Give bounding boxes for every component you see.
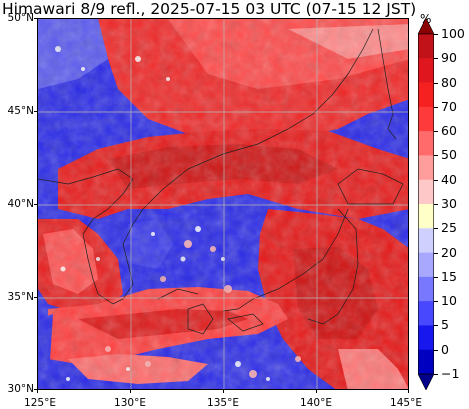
- colorbar-segment: [418, 252, 434, 278]
- y-tick-label: 50°N: [7, 12, 34, 24]
- colorbar-tick: [434, 58, 438, 60]
- x-tick-label: 135°E: [207, 397, 239, 409]
- x-tick-label: 125°E: [24, 397, 56, 409]
- colorbar-label: 20: [441, 244, 457, 260]
- chart-title: Himawari 8/9 refl., 2025-07-15 03 UTC (0…: [2, 0, 417, 18]
- colorbar-label: 50: [441, 147, 457, 163]
- y-tick: [34, 18, 37, 19]
- y-tick-label: 40°N: [7, 198, 34, 210]
- y-tick: [34, 297, 37, 298]
- colorbar-tick: [434, 228, 438, 230]
- colorbar-segment: [418, 301, 434, 326]
- colorbar-segment: [418, 106, 434, 132]
- colorbar-tick: [434, 301, 438, 303]
- colorbar-label: 5: [441, 317, 449, 333]
- x-tick-label: 145°E: [390, 397, 422, 409]
- colorbar: [418, 18, 434, 390]
- colorbar-segment: [418, 34, 434, 59]
- colorbar-label: 40: [441, 171, 457, 187]
- x-tick: [408, 390, 409, 393]
- colorbar-segment: [418, 204, 434, 229]
- colorbar-label: 15: [441, 268, 457, 284]
- colorbar-label: 70: [441, 98, 457, 114]
- colorbar-tick: [434, 155, 438, 157]
- colorbar-tick: [434, 106, 438, 108]
- colorbar-label: −1: [441, 366, 460, 381]
- y-tick: [34, 389, 37, 390]
- colorbar-label: 10: [441, 293, 457, 309]
- y-tick-label: 45°N: [7, 105, 34, 117]
- colorbar-segment: [418, 155, 434, 181]
- colorbar-segment: [418, 82, 434, 108]
- x-tick-label: 130°E: [114, 397, 146, 409]
- colorbar-segment: [418, 228, 434, 253]
- y-tick: [34, 204, 37, 205]
- x-tick: [130, 390, 131, 393]
- colorbar-segment: [418, 349, 434, 375]
- colorbar-segment: [418, 131, 434, 156]
- colorbar-tick: [434, 325, 438, 327]
- x-tick: [37, 390, 38, 393]
- y-tick: [34, 111, 37, 112]
- x-tick: [316, 390, 317, 393]
- colorbar-segment: [418, 276, 434, 302]
- colorbar-label: 30: [441, 196, 457, 211]
- colorbar-segment: [418, 58, 434, 83]
- colorbar-tick: [434, 179, 438, 181]
- colorbar-segment: [418, 325, 434, 351]
- colorbar-tick: [434, 252, 438, 254]
- colorbar-label: 90: [441, 50, 457, 66]
- colorbar-extend-min: [418, 373, 434, 390]
- x-tick: [223, 390, 224, 393]
- colorbar-tick: [434, 131, 438, 133]
- x-tick-label: 140°E: [300, 397, 332, 409]
- y-tick-label: 30°N: [7, 383, 34, 395]
- colorbar-tick: [434, 349, 438, 351]
- colorbar-tick: [434, 204, 438, 205]
- colorbar-tick: [434, 82, 438, 84]
- colorbar-label: 80: [441, 74, 457, 90]
- reflectance-field: [38, 19, 408, 389]
- colorbar-tick: [434, 374, 438, 375]
- colorbar-label: 60: [441, 123, 457, 139]
- reflectance-map: [37, 18, 409, 390]
- colorbar-label: 0: [441, 341, 449, 357]
- colorbar-tick: [434, 276, 438, 278]
- colorbar-label: 100: [441, 26, 465, 41]
- colorbar-extend-max: [418, 18, 434, 35]
- colorbar-tick: [434, 34, 438, 35]
- y-tick-label: 35°N: [7, 291, 34, 303]
- colorbar-segment: [418, 179, 434, 205]
- colorbar-label: 25: [441, 220, 457, 236]
